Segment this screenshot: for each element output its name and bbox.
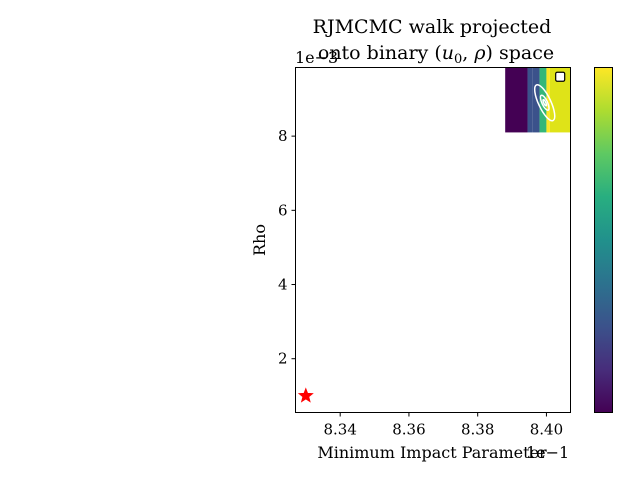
x-tick-label: 8.40: [530, 421, 563, 439]
contour-layer: [533, 83, 556, 122]
heatmap-cell: [527, 67, 533, 133]
marker-layer: [297, 71, 566, 403]
y-axis-ticks: 2 4 6 8: [278, 127, 296, 368]
y-axis-label: Rho: [250, 224, 269, 256]
chart-title-line1: RJMCMC walk projected: [313, 16, 552, 38]
y-tick-label: 6: [278, 201, 288, 219]
plot-area-frame: [295, 67, 571, 413]
y-offset-label: 1e−3: [295, 48, 338, 67]
title-separator: ,: [462, 42, 474, 64]
title-suffix: ) space: [486, 42, 555, 64]
title-rho-symbol: ρ: [473, 42, 486, 64]
heatmap-cell: [546, 67, 550, 133]
chart-title-line2: onto binary (u0, ρ) space: [318, 42, 554, 67]
estimate-square-marker: [555, 71, 566, 82]
title-prefix: onto binary (: [318, 42, 442, 64]
density-contour: [539, 94, 550, 111]
x-tick-label: 8.36: [392, 421, 425, 439]
colorbar: [594, 67, 613, 413]
x-offset-label: 1e−1: [526, 443, 569, 462]
y-tick-label: 2: [278, 350, 288, 368]
title-u-subscript: 0: [454, 52, 462, 67]
heatmap-cell: [505, 67, 528, 133]
x-axis-ticks: 8.34 8.36 8.38 8.40: [323, 412, 563, 439]
x-axis-label: Minimum Impact Parameter: [317, 443, 547, 462]
density-contour: [533, 83, 556, 122]
x-tick-label: 8.34: [323, 421, 356, 439]
title-u-symbol: u: [442, 42, 454, 64]
true-value-star-marker: [297, 387, 314, 403]
x-tick-label: 8.38: [461, 421, 494, 439]
density-contour: [542, 98, 548, 107]
y-tick-label: 8: [278, 127, 288, 145]
y-tick-label: 4: [278, 276, 288, 294]
